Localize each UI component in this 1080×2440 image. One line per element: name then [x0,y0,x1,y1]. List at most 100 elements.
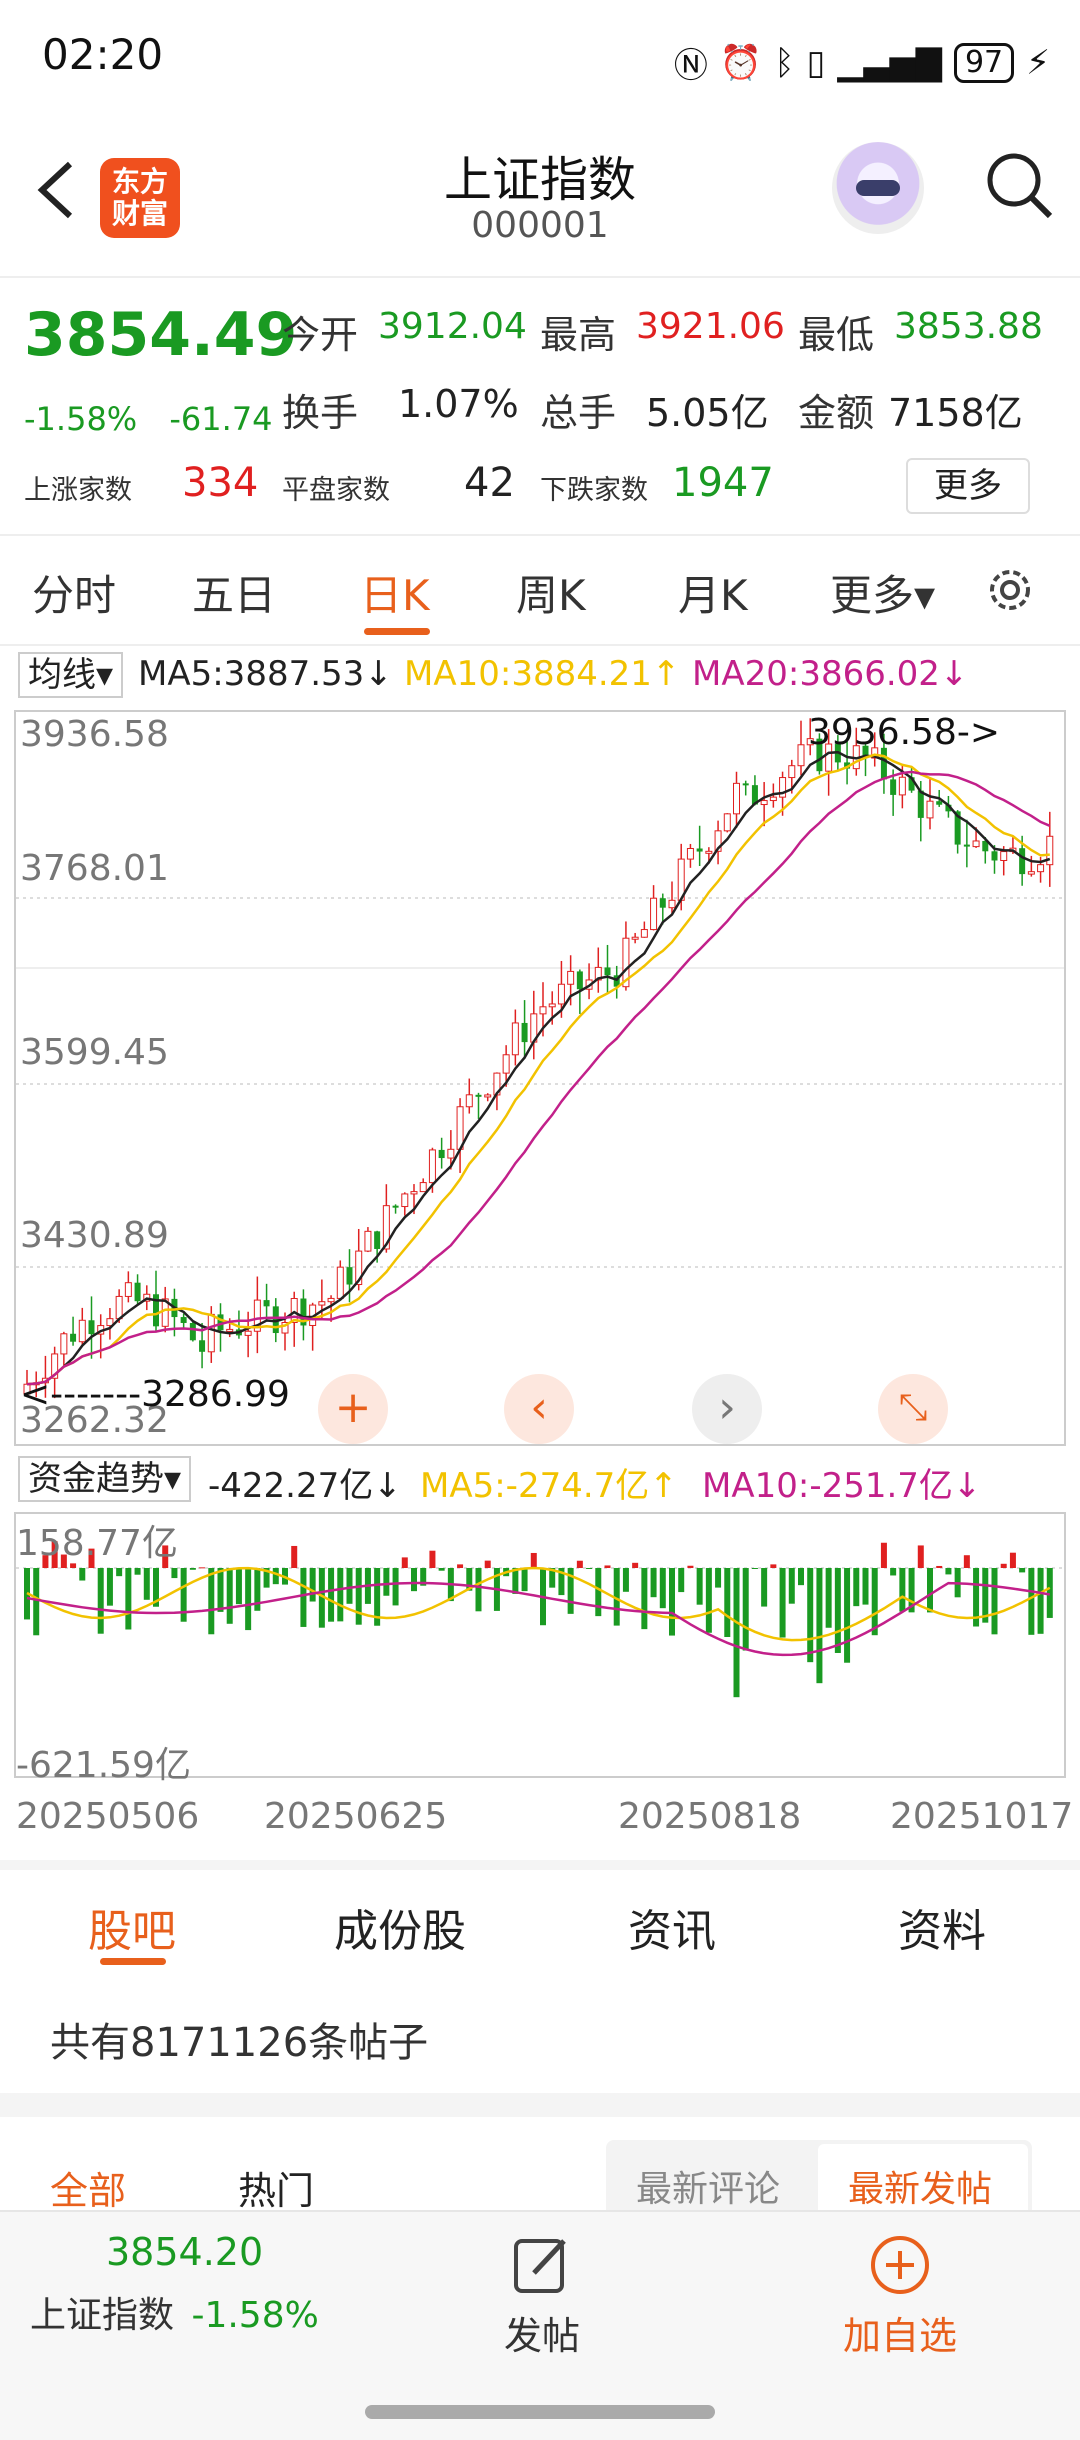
more-quote-button[interactable]: 更多 [906,458,1030,514]
candle [539,1006,547,1015]
date-label: 20250625 [264,1796,448,1837]
flow-y-top: 158.77亿 [16,1523,178,1564]
open-label: 今开 [282,313,359,357]
flow-chart[interactable] [14,1512,1066,1778]
candle [410,1191,418,1195]
scroll-right-button[interactable]: › [692,1374,762,1444]
y-label-top: 3936.58 [20,714,169,755]
open-value: 3912.04 [378,306,527,347]
candle [327,1297,335,1303]
search-icon[interactable] [984,150,1054,220]
sort-latest-comment[interactable]: 最新评论 [636,2169,781,2210]
flow-bar [70,1563,77,1568]
tab-profile[interactable]: 资料 [898,1906,986,1957]
candle [124,1282,132,1297]
flow-bar [659,1568,666,1609]
candle [1000,851,1008,862]
flow-bar [355,1568,362,1625]
down-count-label: 下跌家数 [540,475,648,506]
candle [226,1328,234,1332]
candle [272,1306,279,1334]
ma-selector[interactable]: 均线▾ [18,652,124,698]
ma10-value: MA10:3884.21↑ [404,654,681,694]
post-count: 共有8171126条帖子 [50,2020,429,2066]
candle [751,785,758,805]
collapse-icon[interactable]: ⤡ [878,1374,948,1444]
candle [60,1333,68,1355]
candle [880,747,887,780]
candle [78,1319,86,1343]
candle [88,1320,95,1335]
turnover-label: 换手 [282,391,359,435]
candle [475,1094,482,1097]
flow-bar [632,1562,639,1568]
candle [1046,835,1054,866]
flow-bar [705,1568,712,1633]
flow-bar [79,1568,86,1581]
flow-bar [208,1568,215,1635]
tab-forum[interactable]: 股吧 [88,1906,176,1957]
flow-bar [687,1565,694,1568]
post-button[interactable]: 发帖 [492,2233,592,2360]
tab-intraday[interactable]: 分时 [32,571,117,620]
y-label-bottom: 3262.32 [20,1400,169,1441]
ma5-value: MA5:3887.53↓ [138,654,393,694]
flow-bar [171,1568,178,1579]
flow-plot [16,1541,1064,1698]
footer-name: 上证指数 -1.58% [30,2295,319,2336]
candle [604,967,611,976]
flow-selector[interactable]: 资金趋势▾ [18,1456,192,1502]
tab-daily-k[interactable]: 日K [360,571,430,620]
home-indicator[interactable] [365,2405,715,2419]
candle [134,1282,141,1302]
candle [844,762,851,769]
flow-bar [927,1568,933,1613]
scroll-left-button[interactable]: ‹ [504,1374,574,1444]
footer-price: 3854.20 [106,2230,264,2274]
filter-all[interactable]: 全部 [50,2169,127,2213]
candle [217,1314,224,1331]
flow-bar [862,1568,869,1605]
candle [806,738,814,746]
back-icon[interactable] [36,160,76,220]
y-label-3: 3599.45 [20,1032,169,1073]
candle [336,1266,344,1299]
flow-bar [337,1568,344,1622]
tab-monthly-k[interactable]: 月K [678,571,748,620]
flow-bar [963,1555,970,1568]
flow-bar [291,1545,298,1568]
zoom-in-button[interactable]: + [318,1374,388,1444]
tab-more[interactable]: 更多▾ [830,571,936,620]
gear-icon[interactable] [982,562,1038,618]
tab-weekly-k[interactable]: 周K [516,571,586,620]
filter-hot[interactable]: 热门 [238,2169,315,2213]
status-icons: Ⓝ ⏰ ᛒ ▯ ▁▃▅▇ 97 ⚡ [674,38,1050,87]
flow-bar [143,1568,150,1600]
candle [788,765,796,779]
sort-latest-post[interactable]: 最新发帖 [848,2169,993,2210]
down-count: 1947 [672,460,774,506]
low-label: 最低 [798,313,875,357]
kline-chart[interactable] [14,710,1066,1446]
flow-bar [890,1568,897,1576]
tab-five-day[interactable]: 五日 [192,571,277,620]
flow-bar [751,1568,758,1569]
up-count: 334 [182,460,259,506]
active-tab-indicator [364,628,430,635]
candle [1027,871,1035,875]
flow-bar [733,1568,740,1698]
flow-bar [263,1568,270,1588]
robot-assistant-icon[interactable] [832,142,924,234]
flow-bar [899,1568,906,1612]
tab-constituents[interactable]: 成份股 [334,1906,466,1957]
max-price-note: 3936.58-> [808,712,1001,753]
vibrate-icon: ▯ [806,42,826,83]
tab-news[interactable]: 资讯 [628,1906,716,1957]
candle [871,747,879,759]
flow-bar [678,1568,685,1593]
candle [567,970,575,985]
add-watchlist-button[interactable]: 加自选 [840,2233,960,2360]
candle [982,840,989,852]
candle [281,1322,289,1334]
